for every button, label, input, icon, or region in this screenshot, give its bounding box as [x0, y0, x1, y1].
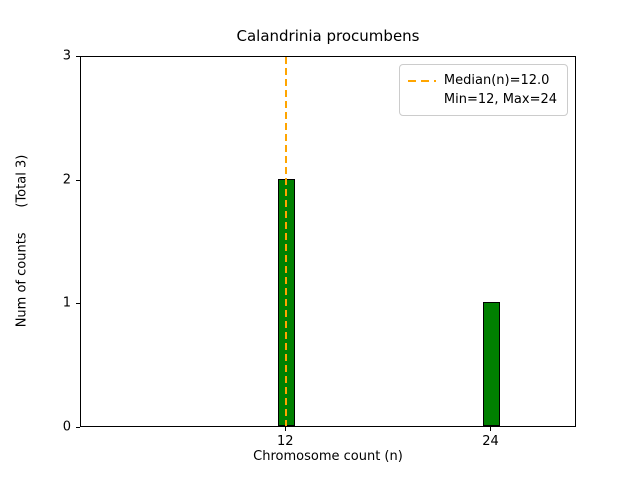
legend-label-minmax: Min=12, Max=24 [443, 92, 557, 107]
y-tick-mark [76, 427, 80, 428]
x-tick-label: 24 [482, 434, 499, 449]
median-line [285, 57, 288, 426]
y-tick-mark [76, 303, 80, 305]
bar-24 [482, 302, 501, 426]
y-tick-mark [76, 56, 80, 57]
x-tick-mark [490, 427, 492, 431]
x-tick-label: 12 [276, 434, 294, 449]
x-tick-mark [285, 427, 287, 431]
legend-entry-median: Median(n)=12.0 [407, 71, 557, 90]
legend-empty-sample [408, 99, 436, 101]
median-dashed-line-icon [407, 79, 436, 82]
y-tick-label: 2 [62, 172, 71, 188]
legend-entry-minmax: Min=12, Max=24 [408, 90, 557, 109]
legend: Median(n)=12.0 Min=12, Max=24 [398, 64, 568, 116]
plot-area: Median(n)=12.0 Min=12, Max=24 [80, 56, 576, 427]
y-tick-label: 1 [62, 295, 71, 311]
chart-title: Calandrinia procumbens [236, 27, 420, 45]
y-tick-label: 0 [62, 419, 71, 435]
y-tick-mark [76, 179, 80, 181]
y-tick-label: 3 [62, 48, 71, 64]
x-axis-label: Chromosome count (n) [253, 449, 403, 464]
legend-label-median: Median(n)=12.0 [443, 73, 550, 88]
y-axis-label: Num of counts (Total 3) [14, 154, 30, 328]
